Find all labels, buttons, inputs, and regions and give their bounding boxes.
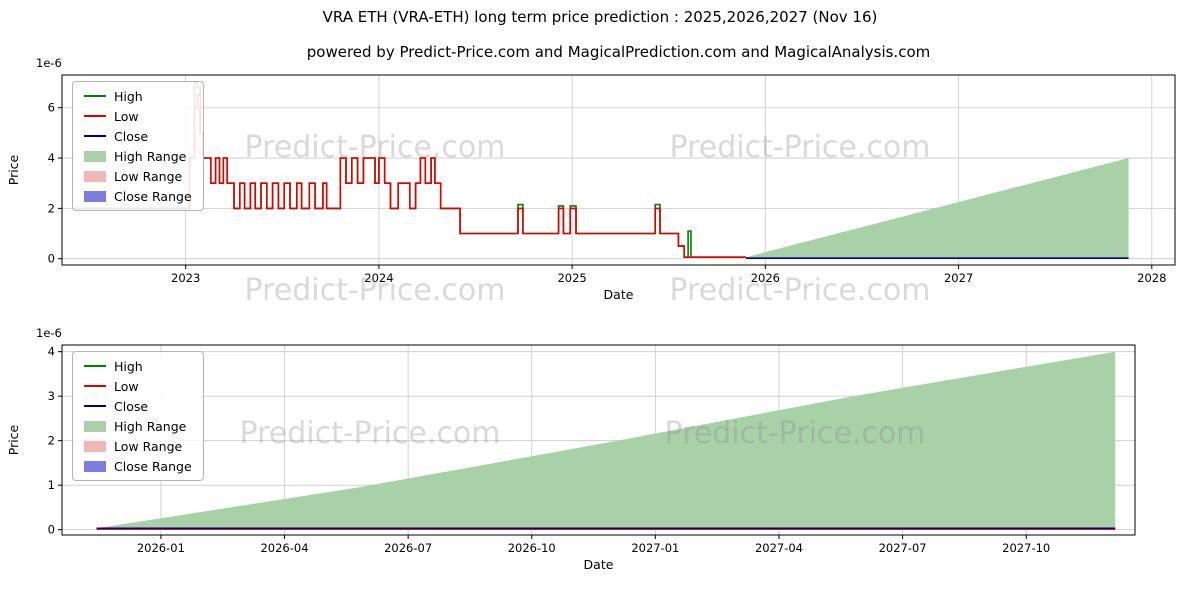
chart-title: VRA ETH (VRA-ETH) long term price predic… xyxy=(322,8,878,26)
legend-swatch xyxy=(84,94,106,98)
watermark-text: Predict-Price.com xyxy=(245,273,506,308)
svg-text:2024: 2024 xyxy=(364,271,393,285)
legend-item: Close xyxy=(84,398,192,414)
legend-item: High Range xyxy=(84,148,192,164)
legend-item: Close Range xyxy=(84,458,192,474)
svg-text:2025: 2025 xyxy=(557,271,586,285)
svg-text:6: 6 xyxy=(48,101,55,115)
legend-item: High xyxy=(84,88,192,104)
svg-text:1: 1 xyxy=(48,478,55,492)
legend-swatch xyxy=(84,364,106,368)
legend-swatch xyxy=(84,170,106,182)
watermark-text: Predict-Price.com xyxy=(240,416,501,451)
legend-label: Close Range xyxy=(114,458,192,474)
svg-text:Date: Date xyxy=(584,557,614,572)
legend-item: Low Range xyxy=(84,438,192,454)
legend-swatch xyxy=(84,420,106,432)
legend-swatch xyxy=(84,384,106,388)
svg-text:2027-04: 2027-04 xyxy=(755,541,803,555)
svg-text:2026-07: 2026-07 xyxy=(384,541,432,555)
legend-swatch xyxy=(84,150,106,162)
legend-swatch xyxy=(84,134,106,138)
legend-label: High xyxy=(114,358,143,374)
watermark-text: Predict-Price.com xyxy=(245,130,506,165)
legend-swatch xyxy=(84,190,106,202)
legend-label: Low xyxy=(114,108,139,124)
svg-text:Price: Price xyxy=(6,154,21,185)
legend-label: Close xyxy=(114,128,149,144)
svg-text:1e-6: 1e-6 xyxy=(36,326,62,340)
svg-text:1e-6: 1e-6 xyxy=(36,56,62,70)
legend-item: Close xyxy=(84,128,192,144)
legend-item: Close Range xyxy=(84,188,192,204)
svg-text:2023: 2023 xyxy=(171,271,200,285)
chart-subtitle: powered by Predict-Price.com and Magical… xyxy=(306,43,931,61)
legend-item: High Range xyxy=(84,418,192,434)
legend-swatch xyxy=(84,114,106,118)
legend-swatch xyxy=(84,440,106,452)
legend-label: Low xyxy=(114,378,139,394)
svg-text:2026-04: 2026-04 xyxy=(260,541,308,555)
svg-text:4: 4 xyxy=(48,151,55,165)
svg-text:2026: 2026 xyxy=(751,271,780,285)
legend-label: High Range xyxy=(114,148,187,164)
legend-swatch xyxy=(84,460,106,472)
svg-text:4: 4 xyxy=(48,345,55,359)
legend-item: High xyxy=(84,358,192,374)
legend-item: Low xyxy=(84,108,192,124)
legend-label: Low Range xyxy=(114,168,183,184)
svg-text:2027-07: 2027-07 xyxy=(879,541,927,555)
svg-text:3: 3 xyxy=(48,389,55,403)
svg-text:Price: Price xyxy=(6,424,21,455)
svg-text:2027-01: 2027-01 xyxy=(631,541,679,555)
legend-label: Close xyxy=(114,398,149,414)
svg-text:2026-01: 2026-01 xyxy=(137,541,185,555)
watermark-text: Predict-Price.com xyxy=(665,416,926,451)
watermark-text: Predict-Price.com xyxy=(670,273,931,308)
forecast-range-band xyxy=(746,158,1129,259)
watermark-text: Predict-Price.com xyxy=(670,130,931,165)
series-low xyxy=(73,94,746,258)
forecast-range-band xyxy=(96,351,1116,530)
legend-bottom-chart: High Low Close High Range Low Range Close Ran… xyxy=(72,351,204,481)
svg-text:0: 0 xyxy=(48,252,55,266)
svg-text:2: 2 xyxy=(48,201,55,215)
legend-label: Low Range xyxy=(114,438,183,454)
svg-text:2028: 2028 xyxy=(1137,271,1166,285)
legend-swatch xyxy=(84,404,106,408)
svg-text:2: 2 xyxy=(48,434,55,448)
svg-text:2027-10: 2027-10 xyxy=(1002,541,1050,555)
legend-label: High Range xyxy=(114,418,187,434)
svg-text:Date: Date xyxy=(604,287,634,302)
legend-item: Low Range xyxy=(84,168,192,184)
svg-text:2026-10: 2026-10 xyxy=(508,541,556,555)
legend-item: Low xyxy=(84,378,192,394)
svg-text:2027: 2027 xyxy=(944,271,973,285)
legend-top-chart: High Low Close High Range Low Range Close Ran… xyxy=(72,81,204,211)
svg-text:0: 0 xyxy=(48,523,55,537)
legend-label: High xyxy=(114,88,143,104)
legend-label: Close Range xyxy=(114,188,192,204)
